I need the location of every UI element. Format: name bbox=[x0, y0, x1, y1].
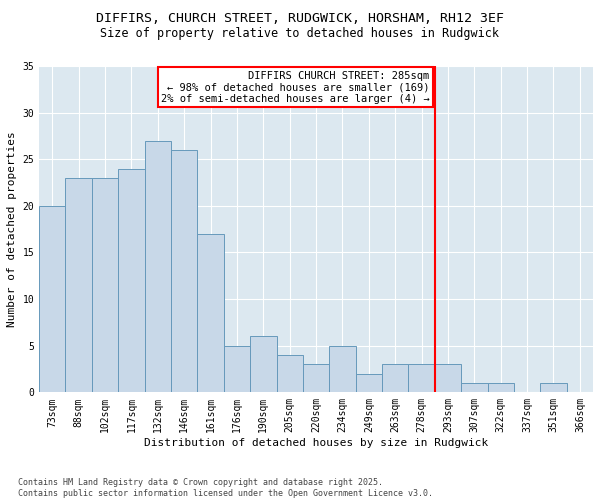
Text: Contains HM Land Registry data © Crown copyright and database right 2025.
Contai: Contains HM Land Registry data © Crown c… bbox=[18, 478, 433, 498]
Bar bbox=[250, 336, 277, 392]
Text: Size of property relative to detached houses in Rudgwick: Size of property relative to detached ho… bbox=[101, 28, 499, 40]
Bar bbox=[65, 178, 92, 392]
Bar bbox=[461, 383, 488, 392]
Bar bbox=[303, 364, 329, 392]
Bar bbox=[329, 346, 356, 393]
Bar bbox=[540, 383, 566, 392]
Y-axis label: Number of detached properties: Number of detached properties bbox=[7, 132, 17, 327]
Bar bbox=[118, 168, 145, 392]
Bar bbox=[409, 364, 435, 392]
Bar bbox=[435, 364, 461, 392]
Bar bbox=[145, 140, 171, 392]
Bar bbox=[356, 374, 382, 392]
X-axis label: Distribution of detached houses by size in Rudgwick: Distribution of detached houses by size … bbox=[144, 438, 488, 448]
Bar bbox=[39, 206, 65, 392]
Bar bbox=[488, 383, 514, 392]
Text: DIFFIRS CHURCH STREET: 285sqm
← 98% of detached houses are smaller (169)
2% of s: DIFFIRS CHURCH STREET: 285sqm ← 98% of d… bbox=[161, 70, 430, 104]
Text: DIFFIRS, CHURCH STREET, RUDGWICK, HORSHAM, RH12 3EF: DIFFIRS, CHURCH STREET, RUDGWICK, HORSHA… bbox=[96, 12, 504, 26]
Bar bbox=[382, 364, 409, 392]
Bar bbox=[277, 355, 303, 393]
Bar bbox=[92, 178, 118, 392]
Bar bbox=[171, 150, 197, 392]
Bar bbox=[224, 346, 250, 393]
Bar bbox=[197, 234, 224, 392]
